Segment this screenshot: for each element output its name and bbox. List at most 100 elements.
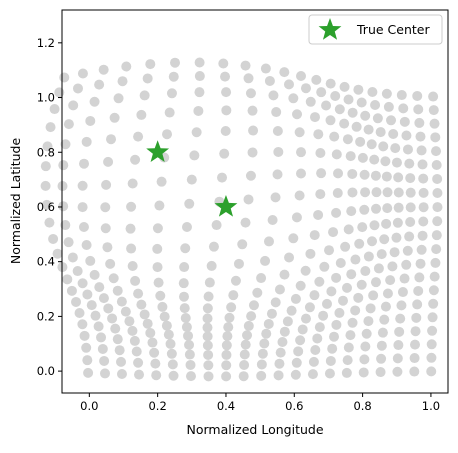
- grid-point: [295, 335, 306, 346]
- grid-point: [142, 73, 153, 84]
- x-tick-label: 0.4: [217, 399, 235, 413]
- grid-point: [52, 248, 63, 259]
- grid-point: [103, 156, 114, 167]
- grid-point: [369, 154, 380, 165]
- grid-point: [63, 237, 74, 248]
- legend: True Center: [308, 14, 443, 45]
- grid-point: [85, 115, 96, 126]
- grid-point: [379, 314, 390, 325]
- x-tick-label: 0.2: [148, 399, 166, 413]
- grid-point: [239, 359, 250, 370]
- grid-point: [94, 282, 105, 293]
- grid-point: [224, 312, 235, 323]
- grid-point: [267, 215, 278, 226]
- grid-point: [326, 286, 337, 297]
- grid-point: [431, 230, 442, 241]
- grid-point: [139, 90, 150, 101]
- grid-point: [59, 72, 70, 83]
- grid-point: [358, 367, 369, 378]
- grid-point: [124, 316, 135, 327]
- grid-point: [282, 316, 293, 327]
- grid-point: [426, 366, 437, 377]
- grid-point: [329, 131, 340, 142]
- grid-point: [206, 260, 217, 271]
- grid-point: [108, 273, 119, 284]
- grid-point: [376, 353, 387, 364]
- grid-point: [428, 91, 439, 102]
- grid-point: [252, 287, 263, 298]
- grid-point: [66, 285, 77, 296]
- grid-point: [345, 330, 356, 341]
- grid-point: [221, 87, 232, 98]
- grid-point: [363, 316, 374, 327]
- grid-point: [271, 107, 282, 118]
- grid-point: [405, 217, 416, 228]
- grid-point: [357, 222, 368, 233]
- grid-point: [347, 187, 358, 198]
- grid-point: [291, 212, 302, 223]
- grid-point: [405, 202, 416, 213]
- grid-point: [58, 160, 69, 171]
- x-tick-label: 0.0: [80, 399, 98, 413]
- grid-point: [54, 87, 65, 98]
- grid-point: [410, 326, 421, 337]
- grid-point: [359, 169, 370, 180]
- grid-point: [156, 176, 167, 187]
- grid-point: [428, 285, 439, 296]
- grid-point: [120, 306, 131, 317]
- grid-point: [415, 258, 426, 269]
- grid-point: [405, 187, 416, 198]
- grid-point: [163, 329, 174, 340]
- grid-point: [189, 150, 200, 161]
- grid-point: [110, 323, 121, 334]
- grid-point: [101, 179, 112, 190]
- grid-point: [353, 84, 364, 95]
- grid-point: [401, 259, 412, 270]
- y-tick-label: 0.4: [37, 255, 55, 269]
- grid-point: [126, 243, 137, 254]
- grid-point: [413, 285, 424, 296]
- grid-point: [226, 302, 237, 313]
- grid-point: [347, 317, 358, 328]
- grid-point: [58, 201, 69, 212]
- grid-point: [277, 337, 288, 348]
- grid-point: [279, 269, 290, 280]
- grid-point: [168, 71, 179, 82]
- grid-point: [431, 146, 442, 157]
- grid-point: [136, 299, 147, 310]
- grid-point: [222, 331, 233, 342]
- grid-point: [90, 310, 101, 321]
- grid-point: [347, 107, 358, 118]
- grid-point: [375, 127, 386, 138]
- grid-point: [247, 105, 258, 116]
- grid-point: [294, 127, 305, 138]
- grid-point: [133, 288, 144, 299]
- grid-point: [338, 295, 348, 306]
- grid-point: [256, 359, 267, 370]
- grid-point: [296, 168, 306, 179]
- grid-point: [81, 136, 92, 147]
- grid-point: [147, 337, 158, 348]
- grid-point: [273, 370, 284, 381]
- grid-point: [72, 266, 83, 277]
- grid-point: [191, 127, 202, 138]
- grid-point: [261, 328, 272, 339]
- grid-point: [385, 275, 396, 286]
- grid-point: [341, 367, 352, 378]
- grid-point: [376, 249, 387, 260]
- grid-point: [300, 83, 311, 94]
- grid-point: [295, 280, 306, 291]
- grid-point: [168, 370, 179, 381]
- grid-point: [410, 339, 420, 350]
- grid-point: [49, 104, 60, 115]
- grid-point: [178, 278, 189, 289]
- grid-point: [79, 330, 90, 341]
- grid-point: [382, 203, 393, 214]
- grid-point: [431, 244, 442, 255]
- grid-point: [116, 356, 127, 367]
- grid-point: [67, 252, 78, 263]
- grid-point: [166, 88, 177, 99]
- grid-point: [142, 318, 153, 329]
- grid-point: [393, 340, 404, 351]
- grid-point: [202, 303, 213, 314]
